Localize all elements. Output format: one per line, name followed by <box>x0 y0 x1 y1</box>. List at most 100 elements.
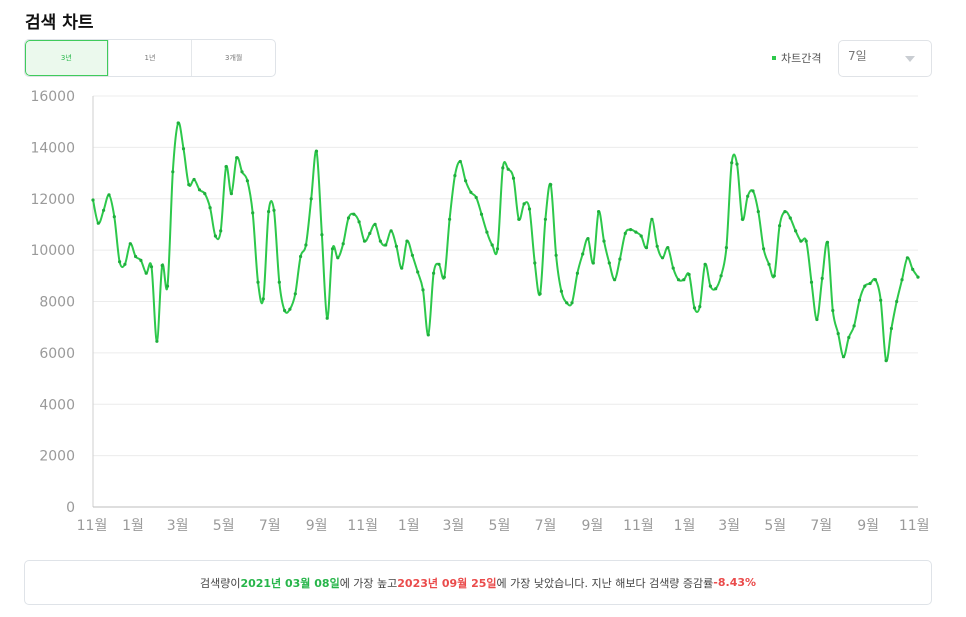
data-point <box>107 193 111 197</box>
data-point <box>410 253 414 257</box>
data-point <box>783 210 787 214</box>
data-point <box>735 162 739 166</box>
data-point <box>240 170 244 174</box>
data-point <box>442 275 446 279</box>
x-tick-label: 7월 <box>535 518 557 534</box>
data-point <box>341 242 345 246</box>
data-point <box>799 239 803 243</box>
data-point <box>368 231 372 235</box>
data-point <box>522 202 526 206</box>
data-point <box>272 208 276 212</box>
data-point <box>543 217 548 221</box>
x-tick-label: 11월 <box>623 518 654 534</box>
data-point <box>384 243 388 247</box>
data-point <box>714 287 718 291</box>
data-point <box>283 308 287 313</box>
data-point <box>666 246 670 250</box>
x-tick-label: 1월 <box>122 518 144 534</box>
data-point <box>527 207 532 211</box>
data-point <box>155 339 159 343</box>
data-point <box>613 278 617 282</box>
data-point <box>405 239 409 243</box>
data-point <box>102 208 106 212</box>
x-tick-label: 3월 <box>442 518 464 534</box>
search-volume-chart: 0 2000 4000 6000 8000 10000 12000 14000 16000 11월… <box>30 89 929 534</box>
data-point <box>863 284 867 288</box>
data-point <box>309 197 313 201</box>
data-point <box>213 234 217 238</box>
data-point <box>591 261 595 265</box>
data-point <box>756 210 760 214</box>
data-point <box>836 332 840 336</box>
data-point <box>229 192 233 196</box>
x-tick-label: 1월 <box>398 518 420 534</box>
data-point <box>692 306 697 310</box>
data-point <box>421 288 425 292</box>
data-point <box>873 278 878 282</box>
data-point <box>336 256 340 260</box>
x-tick-label: 11월 <box>347 518 378 534</box>
data-point <box>868 281 872 286</box>
data-point <box>267 210 271 214</box>
data-point <box>623 231 627 235</box>
data-point <box>251 211 255 215</box>
summary-min-date: 2023년 09월 25일 <box>397 576 497 590</box>
data-point <box>245 179 249 183</box>
data-point <box>346 216 351 220</box>
x-tick-label: 7월 <box>810 518 832 534</box>
data-point <box>794 229 798 233</box>
data-point <box>655 244 659 248</box>
chart-interval-select[interactable]: 7일 <box>838 40 932 77</box>
data-point <box>219 229 223 233</box>
data-point <box>479 212 484 216</box>
data-point <box>676 278 681 282</box>
data-point <box>740 217 745 221</box>
data-point <box>597 210 601 214</box>
data-point <box>144 271 148 275</box>
x-tick-label: 9월 <box>306 518 328 534</box>
data-point <box>416 270 420 274</box>
data-point <box>91 198 95 202</box>
data-point <box>325 316 329 320</box>
x-tick-label: 7월 <box>259 518 281 534</box>
data-point <box>277 280 281 284</box>
data-point <box>825 240 830 244</box>
data-point <box>352 212 356 216</box>
data-point <box>437 262 441 266</box>
x-tick-label: 3월 <box>718 518 740 534</box>
chart-interval-value: 7일 <box>848 49 867 63</box>
data-point <box>847 335 851 340</box>
data-point <box>139 258 143 262</box>
data-point <box>448 217 452 221</box>
data-point <box>746 194 750 198</box>
data-point <box>373 222 377 226</box>
tab-1-year[interactable]: 1년 <box>107 40 192 76</box>
data-point <box>634 230 638 234</box>
tab-3-months[interactable]: 3개월 <box>191 40 275 76</box>
data-point <box>235 156 239 160</box>
data-point <box>394 244 398 248</box>
data-point <box>160 263 164 268</box>
data-point <box>378 239 382 243</box>
data-point <box>586 237 590 241</box>
data-point <box>815 317 819 322</box>
data-point <box>192 177 196 182</box>
chart-interval-text: 차트간격 <box>781 52 822 65</box>
data-point <box>490 243 494 247</box>
data-point <box>879 298 883 302</box>
data-point <box>820 276 824 280</box>
data-point <box>804 239 808 243</box>
data-point <box>618 257 622 261</box>
data-point <box>495 247 500 251</box>
data-point <box>176 121 180 125</box>
y-tick-label: 12000 <box>30 192 75 208</box>
chevron-down-icon <box>905 56 915 62</box>
summary-change-rate: -8.43% <box>713 576 757 589</box>
data-point <box>511 176 516 180</box>
data-point <box>719 274 723 278</box>
summary-text-2: 에 가장 높고 <box>339 576 398 590</box>
tab-3-years[interactable]: 3년 <box>25 40 108 76</box>
summary-text-3: 에 가장 낮았습니다. 지난 해보다 검색량 증감률 <box>496 576 714 590</box>
x-tick-label: 1월 <box>674 518 696 534</box>
summary-box: 검색량이 2021년 03월 08일 에 가장 높고 2023년 09월 25일… <box>24 560 932 605</box>
